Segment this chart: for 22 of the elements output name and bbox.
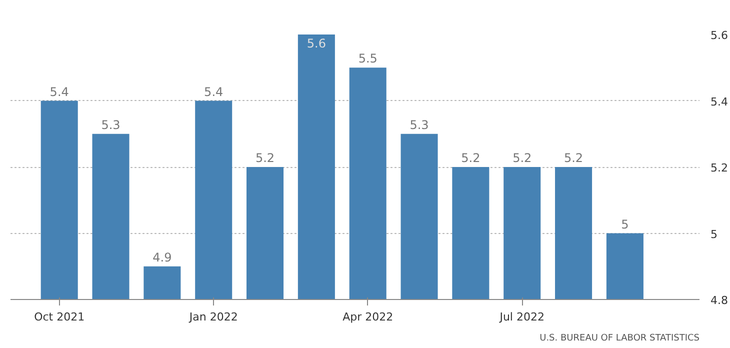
data-label: 5.3 bbox=[410, 118, 429, 132]
data-label: 4.9 bbox=[152, 250, 172, 264]
x-tick-label: Apr 2022 bbox=[342, 310, 394, 324]
data-label: 5.4 bbox=[204, 84, 224, 99]
data-label: 5.2 bbox=[255, 151, 275, 165]
data-label: 5.2 bbox=[564, 151, 584, 165]
data-label: 5.5 bbox=[358, 52, 378, 66]
data-label: 5.2 bbox=[512, 151, 532, 165]
x-tick-label: Jan 2022 bbox=[188, 310, 238, 324]
data-label: 5.4 bbox=[50, 84, 69, 99]
data-label: 5.6 bbox=[306, 36, 326, 50]
y-tick-label: 5.4 bbox=[710, 95, 728, 108]
x-tick-label: Jul 2022 bbox=[498, 310, 544, 324]
data-label: 5.3 bbox=[101, 118, 120, 132]
text: U.S. BUREAU OF LABOR STATISTICS bbox=[540, 334, 700, 344]
y-tick-label: 5.6 bbox=[710, 29, 728, 42]
data-label: 5 bbox=[621, 217, 629, 232]
x-tick-label: Oct 2021 bbox=[34, 310, 85, 324]
data-label: 5.2 bbox=[461, 151, 480, 165]
y-tick-label: 4.8 bbox=[710, 294, 728, 307]
y-tick-label: 5.2 bbox=[710, 162, 728, 174]
y-tick-label: 5 bbox=[710, 228, 718, 241]
